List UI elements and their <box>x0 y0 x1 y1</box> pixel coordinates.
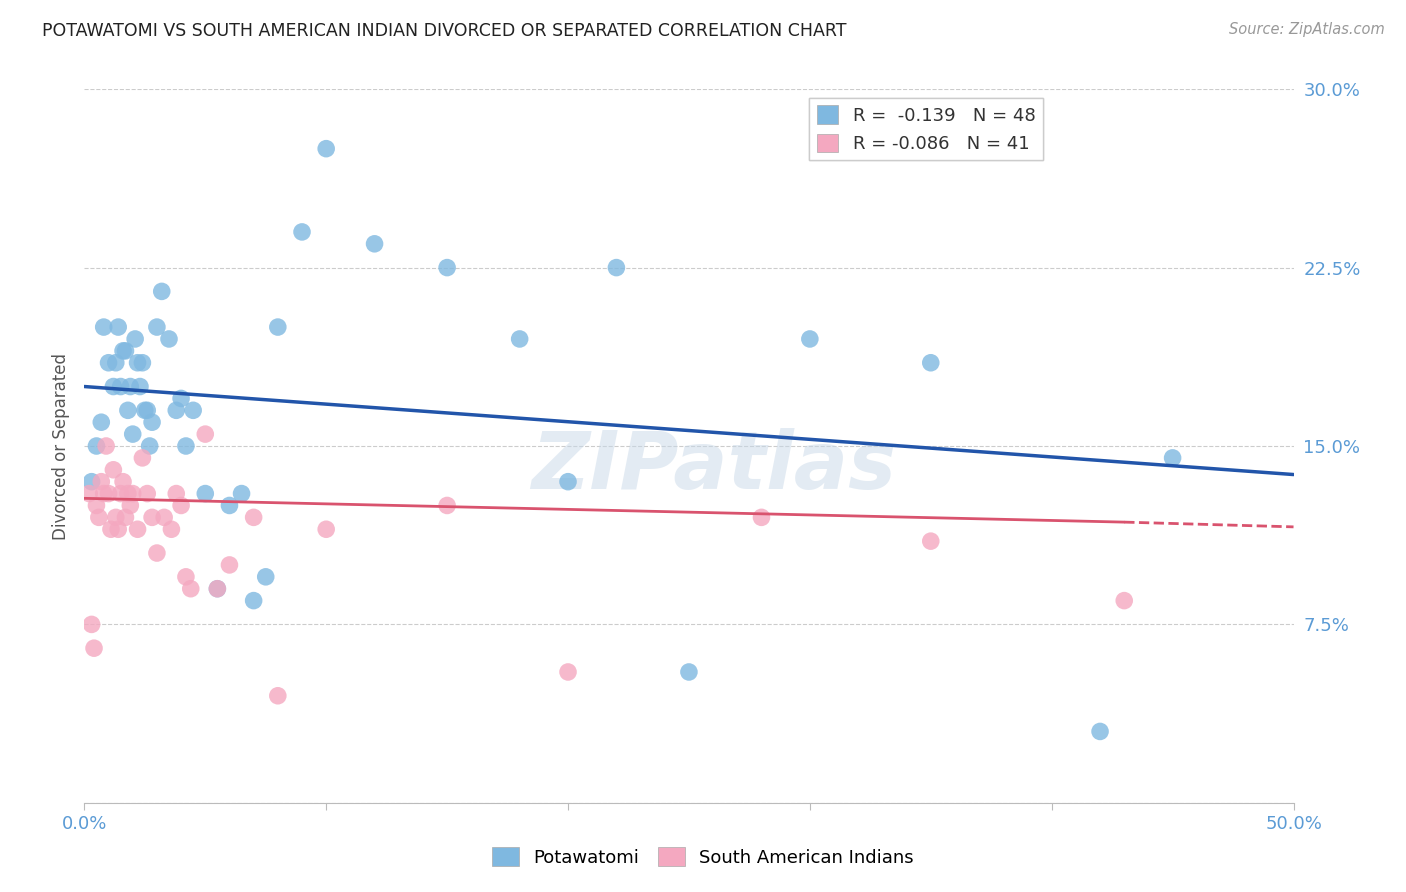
Point <box>131 356 153 370</box>
Point <box>90 415 112 429</box>
Point <box>103 379 125 393</box>
Point <box>120 499 142 513</box>
Point <box>103 463 125 477</box>
Point <box>315 522 337 536</box>
Point <box>114 343 136 358</box>
Point <box>751 510 773 524</box>
Point <box>1114 593 1136 607</box>
Point <box>160 522 183 536</box>
Point <box>678 665 700 679</box>
Point <box>104 510 127 524</box>
Point <box>242 510 264 524</box>
Point <box>150 285 173 299</box>
Point <box>165 486 187 500</box>
Point <box>86 439 108 453</box>
Point <box>107 320 129 334</box>
Point <box>114 510 136 524</box>
Point <box>86 499 108 513</box>
Legend: Potawatomi, South American Indians: Potawatomi, South American Indians <box>485 840 921 874</box>
Point <box>136 486 159 500</box>
Point <box>207 582 229 596</box>
Point <box>1088 724 1111 739</box>
Point <box>80 475 103 489</box>
Point <box>920 534 942 549</box>
Point <box>231 486 253 500</box>
Point <box>557 665 579 679</box>
Point <box>138 439 160 453</box>
Point <box>97 486 120 500</box>
Point <box>799 332 821 346</box>
Point <box>291 225 314 239</box>
Point <box>104 356 127 370</box>
Point <box>436 260 458 275</box>
Point <box>90 475 112 489</box>
Point <box>100 522 122 536</box>
Point <box>218 499 240 513</box>
Point <box>134 403 156 417</box>
Point <box>141 510 163 524</box>
Point <box>315 142 337 156</box>
Point <box>157 332 180 346</box>
Point <box>920 356 942 370</box>
Point <box>194 427 217 442</box>
Point <box>1161 450 1184 465</box>
Point <box>146 546 169 560</box>
Point <box>112 475 135 489</box>
Point <box>436 499 458 513</box>
Point <box>117 486 139 500</box>
Point <box>170 499 193 513</box>
Point <box>136 403 159 417</box>
Point <box>267 689 290 703</box>
Point <box>110 486 132 500</box>
Point <box>121 427 143 442</box>
Point <box>605 260 627 275</box>
Point <box>87 510 110 524</box>
Point <box>110 379 132 393</box>
Point <box>267 320 290 334</box>
Text: POTAWATOMI VS SOUTH AMERICAN INDIAN DIVORCED OR SEPARATED CORRELATION CHART: POTAWATOMI VS SOUTH AMERICAN INDIAN DIVO… <box>42 22 846 40</box>
Point <box>509 332 531 346</box>
Text: Source: ZipAtlas.com: Source: ZipAtlas.com <box>1229 22 1385 37</box>
Point <box>93 320 115 334</box>
Point <box>77 486 100 500</box>
Point <box>83 641 105 656</box>
Point <box>129 379 152 393</box>
Point <box>120 379 142 393</box>
Text: ZIPatlas: ZIPatlas <box>530 428 896 507</box>
Point <box>97 356 120 370</box>
Point <box>557 475 579 489</box>
Legend: R =  -0.139   N = 48, R = -0.086   N = 41: R = -0.139 N = 48, R = -0.086 N = 41 <box>810 98 1043 161</box>
Point <box>94 439 117 453</box>
Point <box>174 570 197 584</box>
Point <box>170 392 193 406</box>
Point <box>153 510 176 524</box>
Point <box>127 522 149 536</box>
Point <box>180 582 202 596</box>
Point <box>363 236 385 251</box>
Point <box>174 439 197 453</box>
Y-axis label: Divorced or Separated: Divorced or Separated <box>52 352 70 540</box>
Point <box>121 486 143 500</box>
Point <box>254 570 277 584</box>
Point <box>207 582 229 596</box>
Point <box>141 415 163 429</box>
Point <box>218 558 240 572</box>
Point <box>112 343 135 358</box>
Point <box>146 320 169 334</box>
Point <box>80 617 103 632</box>
Point <box>181 403 204 417</box>
Point <box>165 403 187 417</box>
Point <box>127 356 149 370</box>
Point <box>242 593 264 607</box>
Point <box>131 450 153 465</box>
Point <box>107 522 129 536</box>
Point <box>124 332 146 346</box>
Point <box>93 486 115 500</box>
Point <box>117 403 139 417</box>
Point <box>194 486 217 500</box>
